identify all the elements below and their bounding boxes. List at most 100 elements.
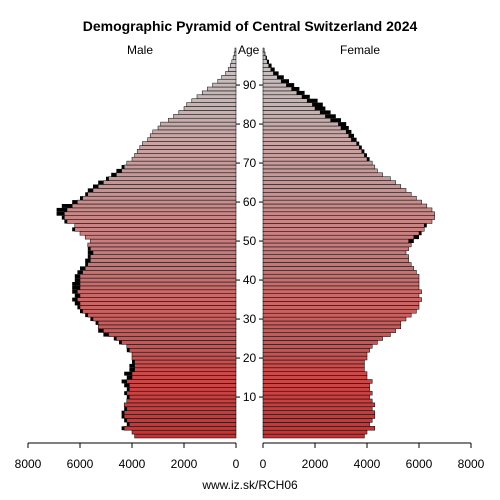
female-excess-bar — [408, 239, 414, 243]
female-excess-bar — [315, 106, 326, 111]
male-excess-bar — [87, 188, 93, 193]
male-excess-bar — [72, 282, 80, 286]
male-excess-bar — [124, 391, 127, 396]
female-bar — [262, 63, 269, 68]
female-bar — [262, 414, 376, 419]
female-bar — [262, 153, 365, 158]
female-bar — [262, 293, 420, 298]
male-bar — [87, 262, 237, 267]
female-bar — [262, 297, 422, 302]
female-bar — [262, 227, 425, 232]
male-excess-bar — [124, 418, 127, 423]
female-bar — [262, 110, 321, 115]
male-bar — [134, 367, 237, 372]
female-bar — [262, 114, 326, 119]
male-bar — [212, 82, 237, 88]
male-bar — [131, 371, 237, 376]
female-bar — [262, 192, 412, 197]
male-bar — [64, 215, 237, 220]
female-excess-bar — [356, 141, 360, 146]
female-bar — [262, 137, 352, 142]
female-bar — [262, 246, 409, 252]
female-bar — [262, 402, 376, 408]
male-bar — [160, 121, 237, 127]
male-bar — [129, 348, 237, 353]
female-x-tick-label: 6000 — [406, 457, 433, 471]
female-excess-bar — [291, 87, 300, 91]
male-bar — [129, 387, 237, 392]
female-bar — [262, 355, 368, 361]
male-bar — [168, 117, 237, 123]
female-bar — [262, 211, 435, 216]
male-bar — [139, 145, 237, 150]
female-excess-bar — [270, 67, 275, 72]
female-x-tick-label: 0 — [260, 457, 267, 471]
male-bar — [136, 149, 237, 154]
female-bar — [262, 67, 272, 72]
male-bar — [142, 141, 237, 146]
male-excess-bar — [61, 204, 73, 208]
female-excess-bar — [424, 223, 427, 228]
female-excess-bar — [273, 71, 279, 76]
male-excess-bar — [126, 348, 130, 353]
female-excess-bar — [338, 122, 347, 126]
male-excess-bar — [80, 196, 83, 201]
female-bar — [262, 133, 350, 138]
female-excess-bar — [330, 118, 341, 123]
male-bar — [126, 379, 237, 384]
male-bar — [126, 398, 237, 404]
female-bar — [262, 55, 267, 60]
male-excess-bar — [121, 426, 125, 431]
male-bar — [77, 289, 237, 294]
male-excess-bar — [121, 165, 125, 169]
male-bar — [90, 238, 237, 244]
male-excess-bar — [93, 184, 99, 189]
female-x-tick-label: 8000 — [458, 457, 485, 471]
male-bar — [191, 98, 237, 103]
female-bar — [262, 199, 422, 205]
male-excess-bar — [126, 395, 130, 399]
male-excess-bar — [72, 227, 75, 232]
male-excess-bar — [72, 297, 78, 302]
female-bar — [262, 203, 428, 209]
male-bar — [92, 250, 237, 255]
male-excess-bar — [72, 289, 78, 294]
female-bar — [262, 207, 433, 213]
male-bar — [196, 94, 237, 99]
male-bar — [116, 336, 237, 341]
female-bar — [262, 301, 420, 306]
female-excess-bar — [419, 231, 422, 236]
male-bar — [121, 340, 237, 345]
female-bar — [262, 71, 274, 76]
male-excess-bar — [74, 301, 80, 306]
female-bar — [262, 258, 409, 263]
male-bar — [77, 199, 237, 205]
male-bar — [134, 153, 237, 158]
male-header: Male — [127, 43, 154, 57]
male-bar — [123, 410, 237, 415]
female-bar — [262, 215, 435, 220]
male-excess-bar — [98, 328, 104, 333]
female-bar — [262, 262, 412, 267]
female-bar — [262, 348, 370, 353]
age-header: Age — [238, 43, 260, 57]
female-bar — [262, 219, 433, 224]
male-excess-bar — [74, 278, 80, 282]
male-bar — [126, 390, 237, 396]
male-bar — [97, 324, 237, 330]
male-excess-bar — [103, 332, 109, 337]
male-excess-bar — [80, 266, 86, 271]
female-bar — [262, 277, 420, 283]
male-bar — [79, 301, 237, 306]
female-bar — [262, 426, 376, 431]
male-x-tick-label: 6000 — [67, 457, 94, 471]
female-bar — [262, 328, 396, 333]
male-excess-bar — [85, 258, 91, 263]
female-excess-bar — [351, 137, 357, 142]
male-bar — [87, 192, 237, 197]
female-bar — [262, 351, 368, 357]
male-bar — [231, 59, 237, 64]
male-bar — [79, 273, 237, 279]
female-excess-bar — [302, 94, 310, 99]
